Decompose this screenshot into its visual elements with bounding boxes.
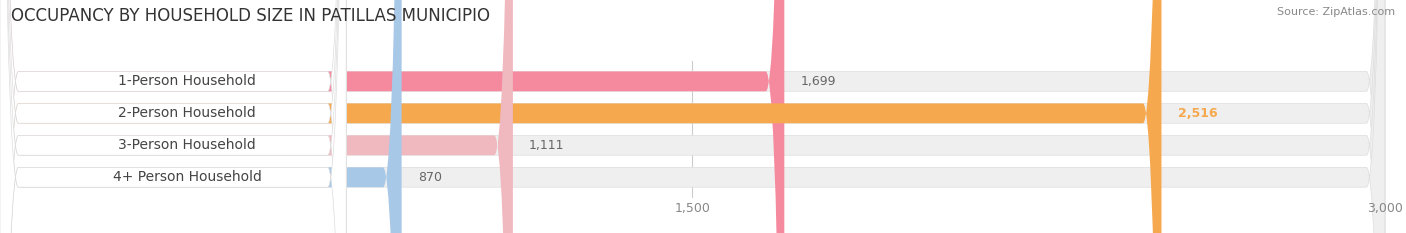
FancyBboxPatch shape [0,0,346,233]
Text: 870: 870 [418,171,441,184]
Text: 4+ Person Household: 4+ Person Household [112,170,262,184]
Text: 1,111: 1,111 [529,139,565,152]
FancyBboxPatch shape [0,0,346,233]
Text: Source: ZipAtlas.com: Source: ZipAtlas.com [1277,7,1395,17]
FancyBboxPatch shape [0,0,785,233]
FancyBboxPatch shape [0,0,513,233]
FancyBboxPatch shape [0,0,346,233]
Text: 1-Person Household: 1-Person Household [118,74,256,88]
Text: OCCUPANCY BY HOUSEHOLD SIZE IN PATILLAS MUNICIPIO: OCCUPANCY BY HOUSEHOLD SIZE IN PATILLAS … [11,7,491,25]
Text: 1,699: 1,699 [800,75,837,88]
FancyBboxPatch shape [0,0,346,233]
Text: 3-Person Household: 3-Person Household [118,138,256,152]
Text: 2,516: 2,516 [1178,107,1218,120]
FancyBboxPatch shape [0,0,1161,233]
Text: 2-Person Household: 2-Person Household [118,106,256,120]
FancyBboxPatch shape [0,0,402,233]
